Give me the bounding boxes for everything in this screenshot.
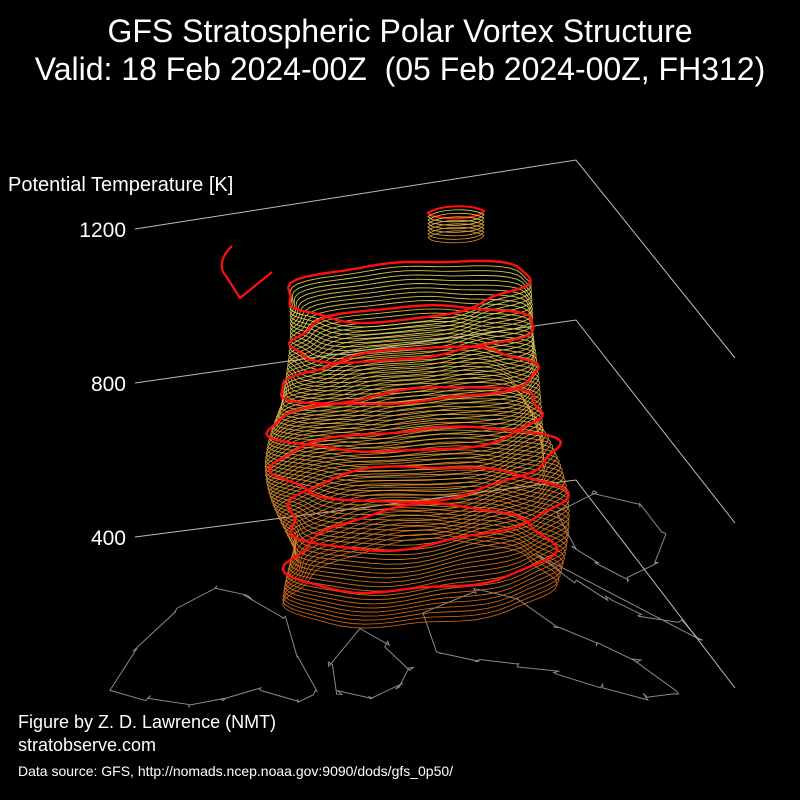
contour-ring: [290, 291, 533, 352]
coastline-0: [109, 585, 318, 708]
credit-site: stratobserve.com: [18, 735, 157, 755]
vortex-contours: [220, 245, 571, 629]
z-axis-label: Potential Temperature [K]: [8, 174, 234, 196]
data-source: Data source: GFS, http://nomads.ncep.noa…: [18, 763, 454, 779]
z-tick-400: 400: [91, 527, 126, 550]
contour-ring: [288, 312, 534, 372]
coastline-4: [327, 627, 415, 700]
contour-ring: [272, 378, 542, 440]
contour-ring: [286, 333, 536, 392]
contour-ring: [272, 461, 566, 541]
contour-ring: [282, 353, 540, 412]
blob-contour: [427, 219, 485, 233]
z-tick-800: 800: [91, 373, 126, 396]
contour-ring: [265, 406, 544, 473]
highlight-contour: [281, 501, 559, 595]
blob-contour: [427, 223, 485, 237]
contour-ring: [290, 295, 534, 356]
blob-contour: [427, 230, 485, 244]
contour-ring: [267, 445, 560, 522]
highlight-contour: [287, 259, 533, 325]
coastline-2: [555, 490, 667, 583]
gridline-400: [134, 479, 736, 689]
credit-author: Figure by Z. D. Lawrence (NMT): [18, 712, 277, 732]
contour-ring: [266, 441, 558, 516]
gridline-800: [134, 319, 736, 524]
contour-ring: [264, 421, 547, 492]
z-tick-1200: 1200: [79, 219, 126, 242]
contour-ring: [286, 507, 568, 596]
z-axis-gridlines: [134, 159, 736, 689]
contour-ring: [267, 398, 544, 463]
coastline-1: [422, 587, 680, 701]
highlight-contour: [286, 465, 571, 553]
blob-contour: [427, 226, 485, 240]
contour-ring: [285, 337, 537, 396]
contour-ring: [289, 300, 534, 360]
upper-vortex-fragment: [426, 205, 486, 244]
contour-ring: [288, 316, 534, 376]
blob-contour: [426, 205, 486, 220]
contour-ring: [265, 417, 544, 487]
upper-hook-contour: [220, 245, 273, 300]
highlight-contour: [265, 385, 544, 454]
coastline-map: [109, 490, 703, 708]
contour-ring: [268, 449, 562, 527]
highlight-contour: [279, 345, 541, 406]
blob-contour: [427, 212, 485, 226]
z-tick-labels: 400 800 1200: [79, 219, 126, 550]
contour-ring: [266, 437, 556, 511]
contour-ring: [290, 287, 533, 348]
contour-ring: [273, 465, 568, 546]
highlight-contour: [287, 303, 535, 365]
contour-ring: [286, 329, 536, 388]
contour-ring: [287, 321, 535, 380]
contour-ring: [266, 402, 544, 468]
highlight-contour: [267, 425, 563, 504]
contour-ring: [289, 270, 532, 332]
contour-ring: [276, 473, 569, 556]
contour-ring: [282, 537, 558, 629]
chart-title: GFS Stratospheric Polar Vortex Structure: [107, 13, 693, 49]
contour-ring: [282, 533, 560, 625]
contour-ring: [283, 349, 539, 408]
blob-contour: [427, 209, 485, 223]
contour-ring: [271, 457, 565, 536]
contour-ring: [265, 433, 554, 506]
coastline-3: [536, 553, 703, 641]
gridline-1200: [134, 159, 736, 359]
chart-subtitle: Valid: 18 Feb 2024-00Z (05 Feb 2024-00Z,…: [34, 51, 766, 87]
blob-contour: [427, 216, 485, 230]
